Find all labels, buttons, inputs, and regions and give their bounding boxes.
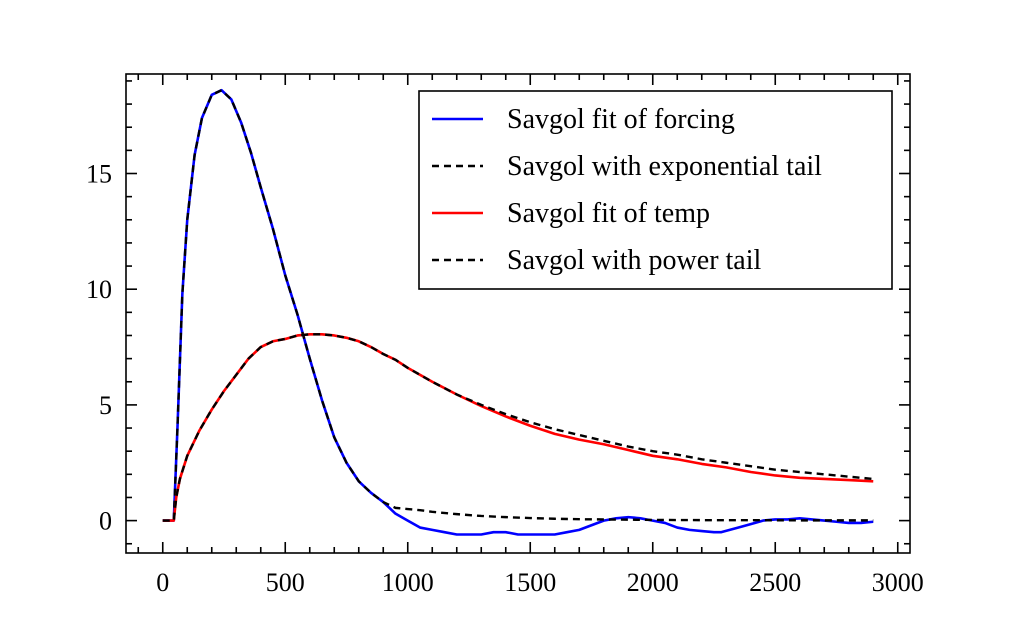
series-line-3 [162, 333, 874, 522]
series-line-4 [162, 333, 874, 522]
x-tick-label: 3000 [872, 568, 924, 597]
legend-label: Savgol fit of forcing [507, 104, 735, 135]
x-tick-label: 500 [266, 568, 305, 597]
x-tick-label: 1000 [382, 568, 434, 597]
legend-label: Savgol with power tail [507, 245, 762, 276]
legend-label: Savgol fit of temp [507, 198, 710, 229]
axis-tick-labels: 0 500 1000 1500 2000 2500 3000 0 5 10 15 [86, 160, 924, 597]
y-tick-label: 15 [86, 160, 112, 189]
legend-label: Savgol with exponential tail [507, 151, 822, 182]
plot-frame [125, 73, 911, 554]
series-line-2 [162, 89, 874, 522]
y-tick-label: 5 [99, 391, 112, 420]
legend-box [418, 90, 893, 290]
y-tick-label: 0 [99, 507, 112, 536]
axis-ticks [126, 74, 910, 553]
x-tick-label: 0 [156, 568, 169, 597]
plot-area [162, 88, 874, 536]
y-tick-label: 10 [86, 275, 112, 304]
x-tick-label: 2000 [627, 568, 679, 597]
series-line-1 [162, 88, 874, 536]
legend: Savgol fit of forcing Savgol with exponen… [418, 90, 893, 290]
x-tick-label: 1500 [504, 568, 556, 597]
x-tick-label: 2500 [749, 568, 801, 597]
